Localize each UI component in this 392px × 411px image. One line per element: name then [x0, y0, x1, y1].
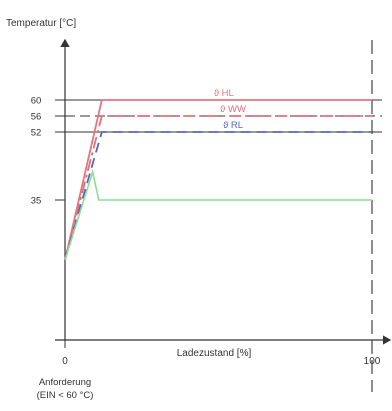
series-label: ϑ RL [223, 120, 243, 131]
y-tick-label: 35 [31, 196, 42, 207]
y-tick-label: 56 [31, 112, 42, 123]
series-line [64, 99, 372, 261]
axes: Temperatur [°C] Ladezustand [%] Anforder… [6, 18, 392, 401]
series-line [64, 168, 372, 261]
series-label: ϑ HL [214, 88, 234, 99]
series-line [64, 115, 372, 261]
y-tick-label: 52 [31, 128, 42, 139]
y-tick-label: 60 [31, 96, 42, 107]
series-line [64, 131, 372, 261]
x-tick-label: 0 [62, 356, 68, 367]
ticks: 35 52 56 60 0 100 [31, 96, 381, 368]
series [64, 99, 372, 261]
series-labels: ϑ HL ϑ WW ϑ RL [214, 88, 246, 131]
start-note-line-2: (EIN < 60 °C) [37, 390, 94, 401]
x-tick-label: 100 [364, 356, 381, 367]
y-axis-label: Temperatur [°C] [6, 18, 76, 29]
x-axis-label: Ladezustand [%] [177, 348, 252, 359]
start-note-line-1: Anforderung [39, 377, 91, 388]
series-label: ϑ WW [220, 104, 246, 115]
